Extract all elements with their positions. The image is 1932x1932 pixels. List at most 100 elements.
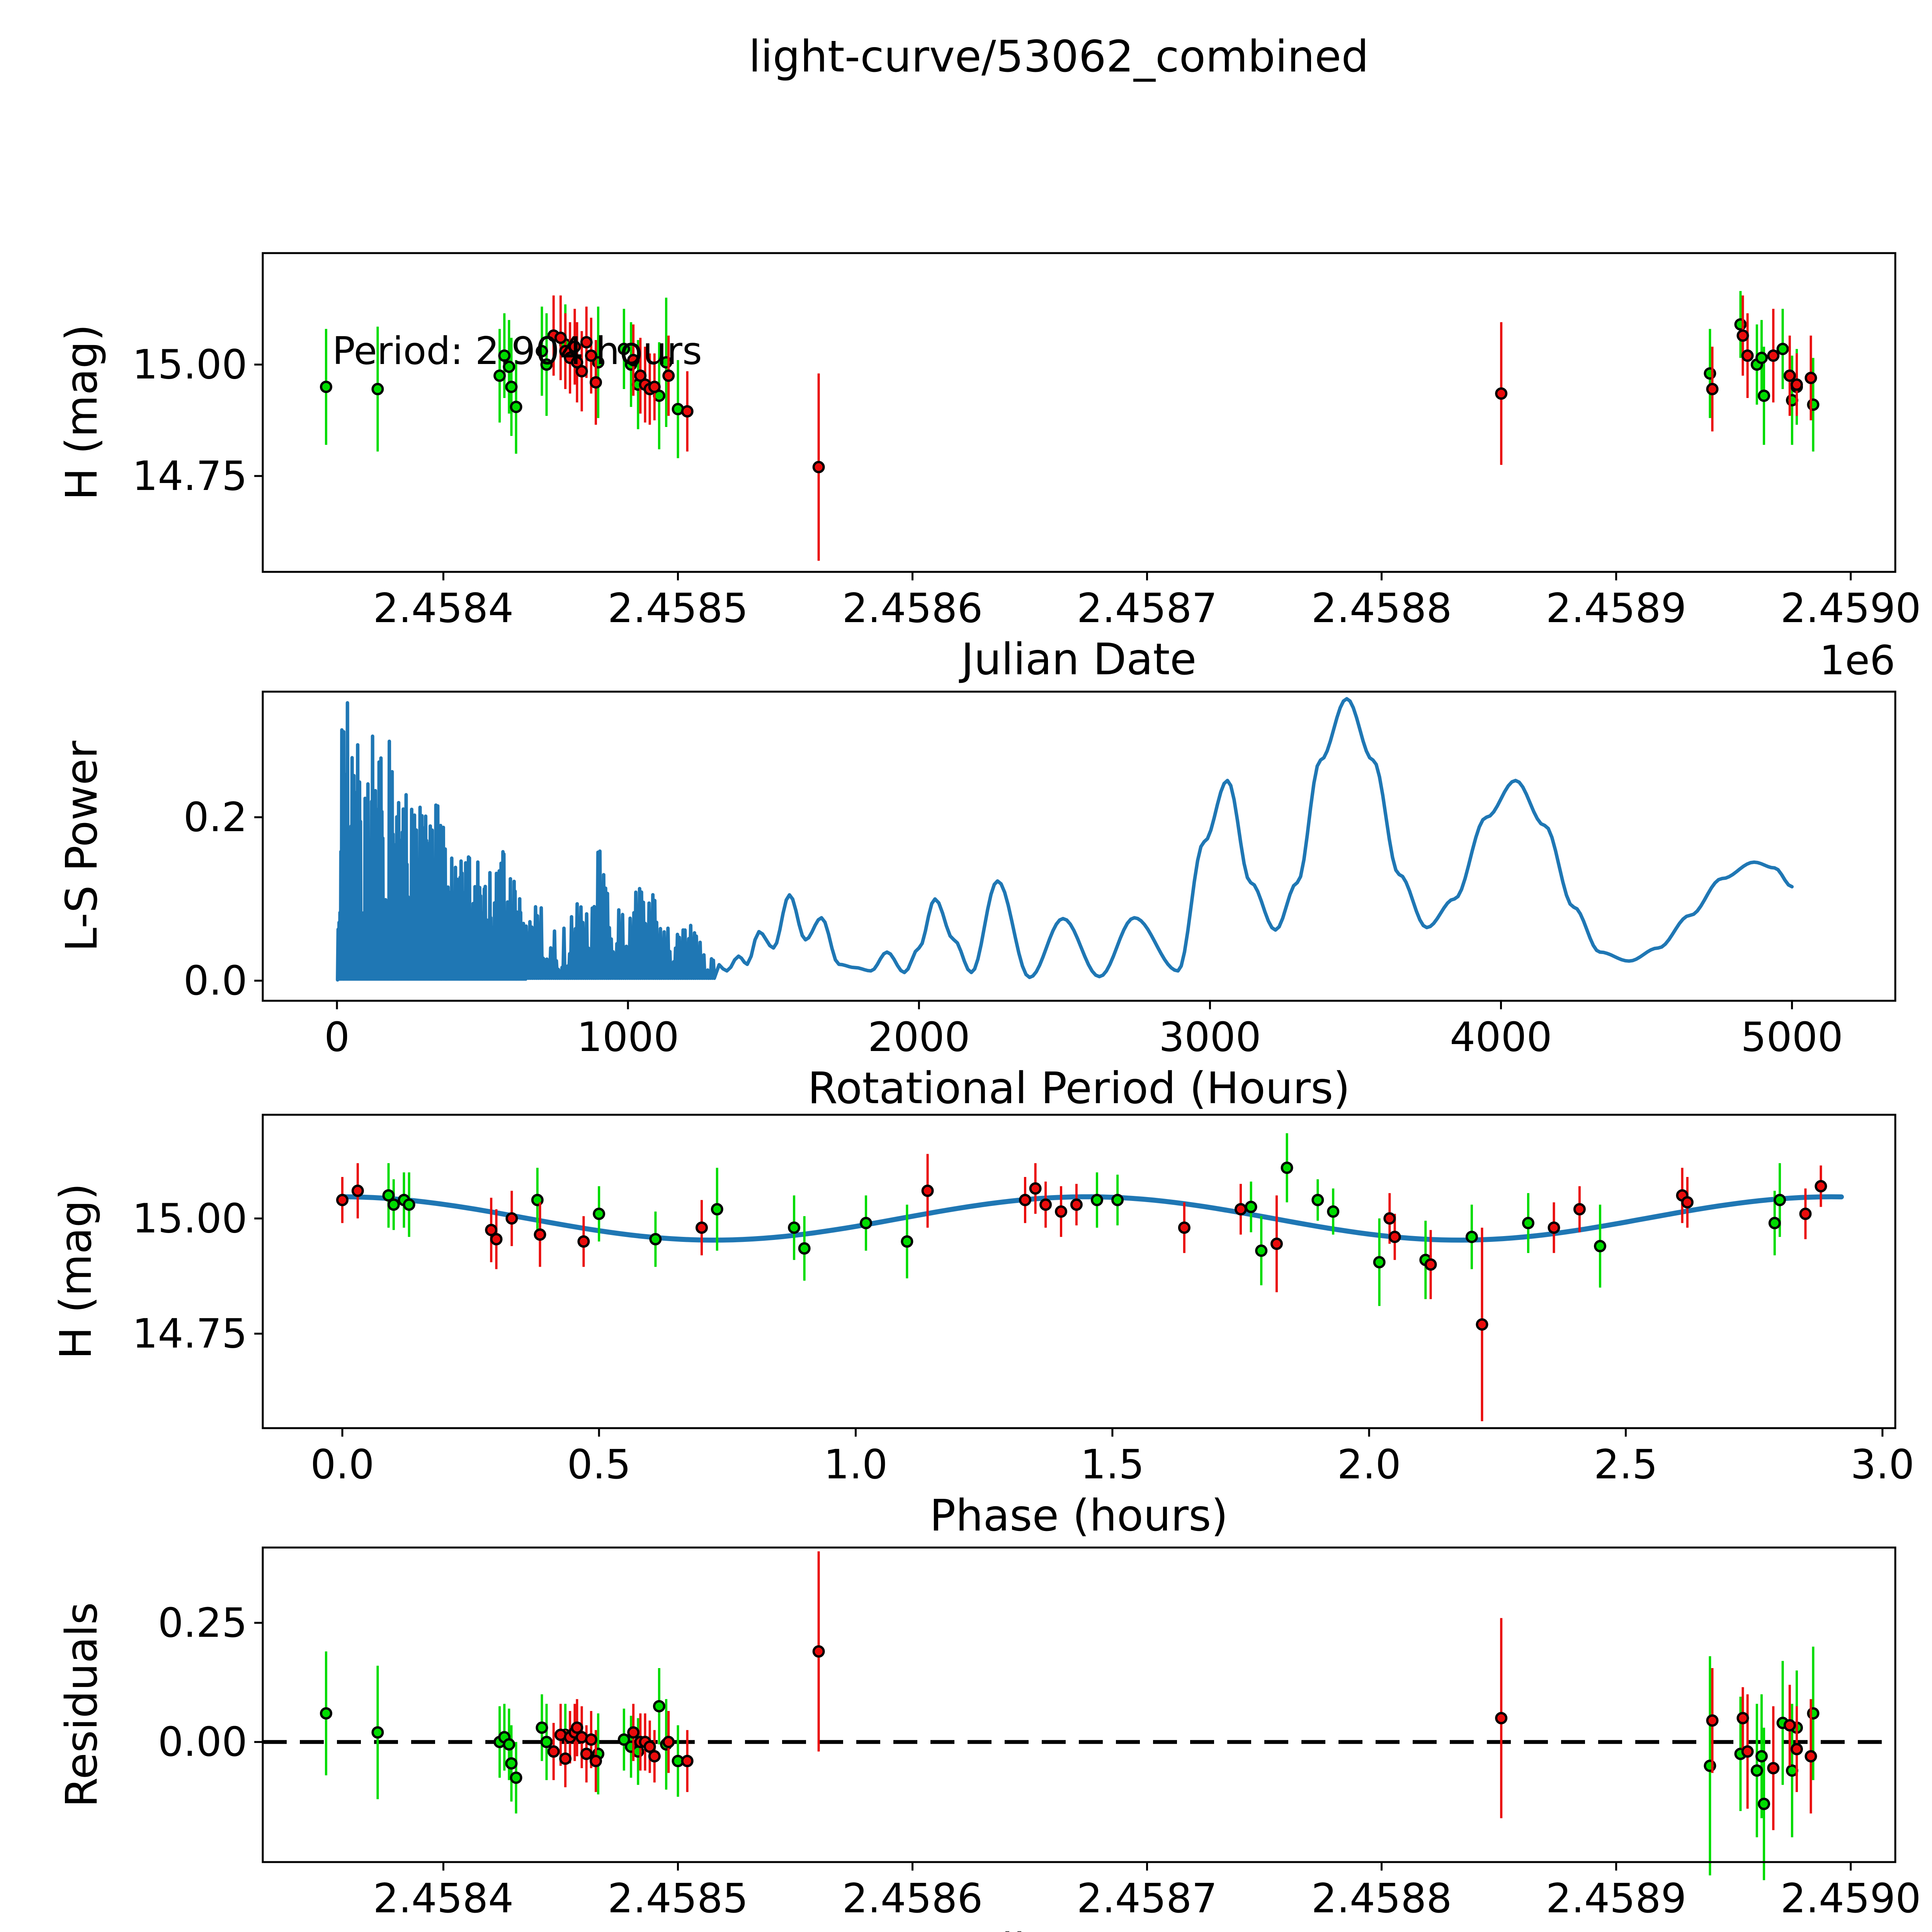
data-point-green (1594, 1240, 1606, 1252)
data-point-green (1111, 1194, 1124, 1206)
data-point-red (554, 332, 567, 344)
series-red (547, 295, 1817, 561)
data-point-red (490, 1233, 503, 1245)
data-point-red (1706, 1714, 1719, 1727)
data-point-red (585, 1733, 597, 1746)
data-point-red (1804, 372, 1817, 384)
data-point-red (1741, 1745, 1754, 1758)
data-point-green (371, 383, 384, 395)
data-point-red (580, 1748, 593, 1760)
data-point-green (1755, 352, 1768, 364)
data-point-green (1522, 1217, 1534, 1230)
data-point-green (382, 1189, 395, 1202)
data-point-red (1804, 1750, 1817, 1763)
x-tick-label: 0.5 (567, 1441, 631, 1488)
data-point-green (798, 1242, 811, 1255)
subplot-periodogram: 0 1000 2000 3000 4000 5000 0.0 0.2 (184, 690, 1896, 1061)
figure-title: light-curve/53062_combined (749, 32, 1369, 82)
data-point-green (510, 1771, 522, 1784)
data-point-red (1495, 387, 1508, 400)
data-point-red (812, 1645, 825, 1658)
data-point-green (649, 1233, 662, 1245)
data-point-red (681, 405, 694, 418)
series-red (336, 1154, 1827, 1422)
data-point-red (1495, 1712, 1508, 1725)
data-point-green (1807, 1707, 1820, 1720)
data-point-green (503, 1738, 515, 1751)
data-point-green (1768, 1217, 1781, 1230)
data-point-red (662, 1736, 675, 1748)
x-tick-label: 2.4584 (373, 585, 514, 632)
data-point-green (711, 1203, 723, 1216)
data-point-green (1758, 389, 1770, 402)
data-point-red (1178, 1221, 1190, 1234)
x-tick-label: 2.4589 (1546, 585, 1687, 632)
x-tick-label: 1.5 (1080, 1441, 1144, 1488)
x-tick-label: 5000 (1741, 1014, 1843, 1061)
data-point-red (1029, 1182, 1042, 1195)
data-point-red (1799, 1208, 1812, 1220)
data-point-red (627, 1726, 640, 1739)
data-point-green (1255, 1244, 1268, 1257)
data-point-red (1270, 1237, 1283, 1250)
data-point-green (860, 1217, 872, 1230)
periodogram-ylabel: L-S Power (57, 740, 107, 952)
axes-spines (262, 252, 1896, 573)
data-point-green (1776, 343, 1789, 355)
data-point-red (696, 1221, 708, 1234)
data-point-green (1281, 1162, 1293, 1174)
x-tick-label: 2.4587 (1077, 585, 1218, 632)
data-point-red (1767, 1762, 1780, 1774)
data-point-green (503, 361, 515, 373)
data-point-green (1807, 398, 1820, 411)
x-tick-label: 2.4586 (842, 585, 983, 632)
periodogram-curve (336, 697, 1794, 982)
data-point-red (1388, 1231, 1401, 1243)
data-point-red (580, 336, 593, 349)
data-point-red (812, 461, 825, 473)
data-point-green (1734, 318, 1747, 331)
data-point-green (387, 1198, 400, 1211)
x-tick-label: 0 (324, 1014, 350, 1061)
periodogram-xlabel: Rotational Period (Hours) (808, 1063, 1350, 1114)
x-tick-label: 2.4590 (1781, 585, 1921, 632)
phase-ylabel: H (mag) (51, 1183, 101, 1359)
data-point-red (590, 376, 602, 389)
data-point-red (1791, 378, 1803, 391)
data-point-red (1783, 1719, 1796, 1731)
data-point-red (575, 365, 588, 378)
data-point-red (627, 354, 640, 366)
data-point-red (1681, 1196, 1694, 1209)
data-point-green (510, 401, 522, 413)
data-point-green (320, 381, 332, 393)
x-tick-label: 1.0 (824, 1441, 888, 1488)
phase-xlabel: Phase (hours) (930, 1491, 1228, 1541)
x-tick-label: 2.4587 (1077, 1875, 1218, 1922)
data-point-red (585, 349, 597, 362)
data-point-green (371, 1726, 384, 1739)
x-tick-label: 3000 (1159, 1014, 1261, 1061)
lightcurve-xlabel: Julian Date (959, 634, 1196, 685)
x-tick-label: 2.4588 (1311, 585, 1452, 632)
x-tick-label: 2.4585 (608, 1875, 748, 1922)
data-point-red (1383, 1212, 1396, 1225)
y-tick-label: 0.0 (184, 957, 247, 1004)
lightcurve-ylabel: H (mag) (57, 324, 107, 500)
y-tick-label: 15.00 (132, 1195, 247, 1242)
axes-spines (262, 1114, 1896, 1429)
y-tick-label: 15.00 (132, 341, 247, 388)
data-point-red (1736, 329, 1749, 342)
residuals-xlabel: Julian Date (959, 1925, 1196, 1932)
axes-spines (262, 690, 1896, 1002)
series-green (320, 1646, 1820, 1880)
data-point-red (568, 340, 581, 353)
x-tick-label: 0.0 (310, 1441, 374, 1488)
data-point-red (1019, 1194, 1031, 1206)
data-point-red (1783, 369, 1796, 382)
data-point-red (648, 1750, 661, 1763)
data-point-green (1245, 1201, 1257, 1213)
data-point-green (1311, 1194, 1324, 1206)
data-point-green (1373, 1256, 1386, 1269)
residuals-ylabel: Residuals (57, 1602, 107, 1807)
